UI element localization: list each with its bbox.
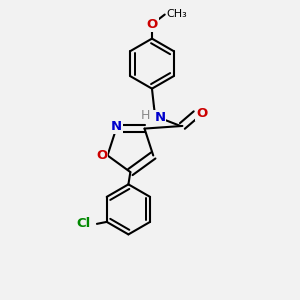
- Text: CH₃: CH₃: [167, 9, 188, 19]
- Text: H: H: [140, 109, 150, 122]
- Text: Cl: Cl: [77, 218, 91, 230]
- Text: O: O: [96, 149, 107, 162]
- Text: N: N: [154, 111, 165, 124]
- Text: N: N: [111, 120, 122, 133]
- Text: O: O: [146, 18, 158, 31]
- Text: O: O: [196, 107, 208, 120]
